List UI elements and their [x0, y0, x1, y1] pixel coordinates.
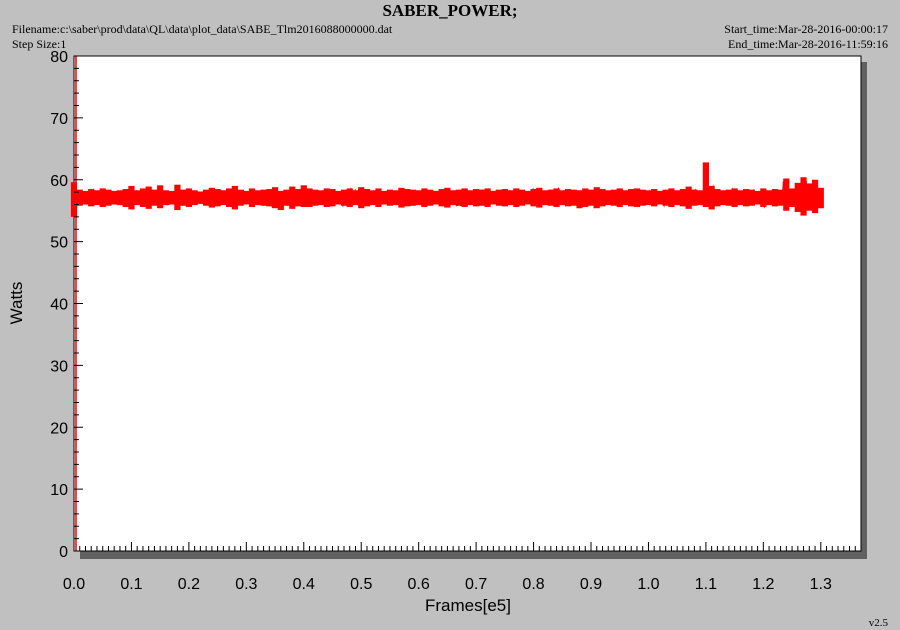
- x-tick-label: 0.9: [580, 576, 602, 593]
- axis-layer: 0 10 20 30 40 50 60 70 80 0.0 0.1 0.2 0.3 0.4 0.5 0.6 0.…: [50, 49, 862, 593]
- x-tick-label: 1.1: [695, 576, 717, 593]
- x-tick-label: 1.3: [810, 576, 832, 593]
- x-tick-label: 0.7: [465, 576, 487, 593]
- step-size-label: Step Size:1: [12, 37, 67, 51]
- x-tick-label: 0.2: [178, 576, 200, 593]
- x-tick-label: 0.1: [120, 576, 142, 593]
- y-tick-label: 50: [50, 235, 68, 252]
- x-tick-label: 0.3: [235, 576, 257, 593]
- x-tick-label: 0.8: [522, 576, 544, 593]
- plot-area: [73, 55, 862, 552]
- x-tick-label: 1.2: [752, 576, 774, 593]
- start-time-label: Start_time:Mar-28-2016-00:00:17: [724, 22, 888, 36]
- y-tick-label: 40: [50, 297, 68, 314]
- series-layer: [70, 162, 824, 217]
- filename-label: Filename:c:\saber\prod\data\QL\data\plot…: [12, 22, 393, 36]
- y-tick-label: 10: [50, 482, 68, 499]
- series-trace: [73, 167, 822, 214]
- chart-title: SABER_POWER;: [382, 1, 518, 20]
- x-tick-label: 1.0: [637, 576, 659, 593]
- version-label: v2.5: [868, 617, 888, 629]
- x-tick-label: 0.0: [63, 576, 85, 593]
- y-tick-label: 20: [50, 420, 68, 437]
- x-tick-label: 0.4: [293, 576, 315, 593]
- y-tick-label: 70: [50, 111, 68, 128]
- series-0: [70, 162, 824, 217]
- x-axis-label: Frames[e5]: [425, 596, 511, 615]
- x-tick-label: 0.6: [408, 576, 430, 593]
- end-time-label: End_time:Mar-28-2016-11:59:16: [728, 37, 888, 51]
- y-axis-label: Watts: [7, 282, 26, 325]
- y-tick-label: 60: [50, 173, 68, 190]
- y-tick-label: 80: [50, 49, 68, 66]
- y-tick-label: 30: [50, 358, 68, 375]
- y-tick-label: 0: [59, 544, 68, 561]
- x-tick-label: 0.5: [350, 576, 372, 593]
